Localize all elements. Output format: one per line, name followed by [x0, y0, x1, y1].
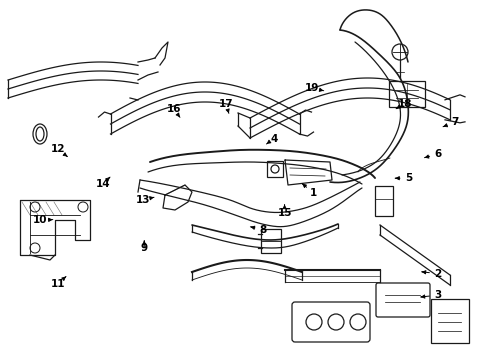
FancyBboxPatch shape	[375, 283, 429, 317]
FancyBboxPatch shape	[430, 299, 468, 343]
FancyBboxPatch shape	[388, 81, 424, 107]
Text: 19: 19	[304, 83, 319, 93]
Text: 18: 18	[397, 99, 411, 109]
Text: 9: 9	[141, 243, 147, 253]
Text: 2: 2	[433, 269, 440, 279]
Text: 14: 14	[95, 179, 110, 189]
Text: 13: 13	[135, 195, 150, 205]
Text: 7: 7	[450, 117, 458, 127]
Text: 11: 11	[50, 279, 65, 289]
Text: 12: 12	[50, 144, 65, 154]
FancyBboxPatch shape	[291, 302, 369, 342]
Text: 6: 6	[433, 149, 440, 159]
Text: 16: 16	[166, 104, 181, 114]
Text: 3: 3	[433, 290, 440, 300]
Text: 4: 4	[269, 134, 277, 144]
Text: 17: 17	[218, 99, 233, 109]
Text: 1: 1	[309, 188, 316, 198]
Text: 5: 5	[404, 173, 411, 183]
Ellipse shape	[33, 124, 47, 144]
Text: 8: 8	[259, 225, 266, 235]
FancyBboxPatch shape	[374, 186, 392, 216]
Text: 15: 15	[277, 208, 291, 218]
Ellipse shape	[36, 127, 44, 141]
Text: 10: 10	[33, 215, 47, 225]
FancyBboxPatch shape	[266, 161, 283, 177]
FancyBboxPatch shape	[261, 229, 281, 253]
